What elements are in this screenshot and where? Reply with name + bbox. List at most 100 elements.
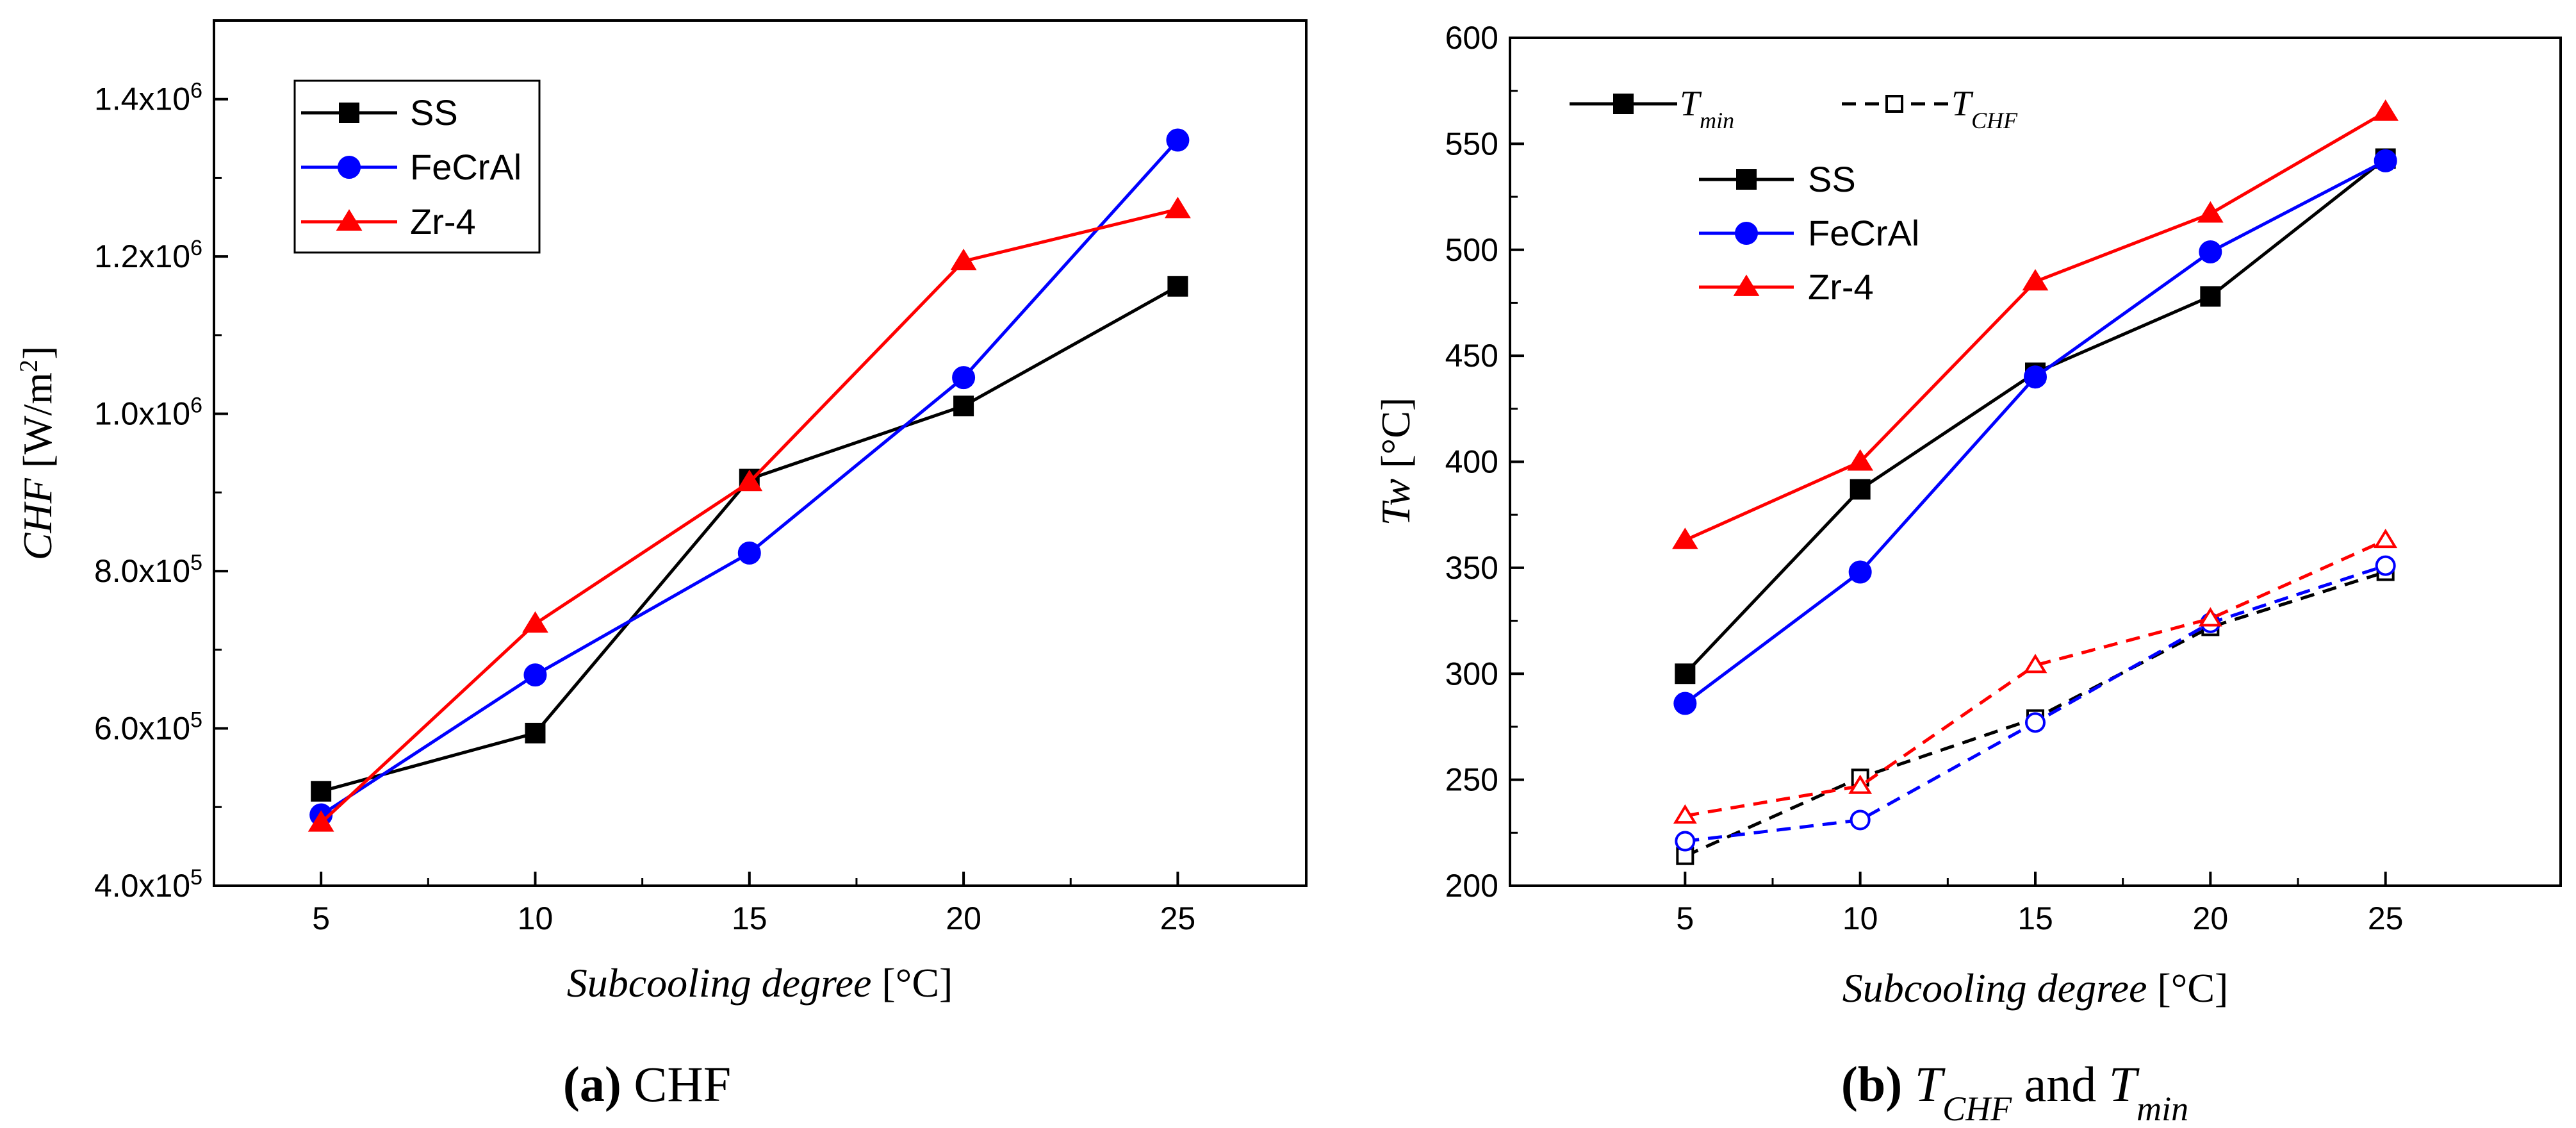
style-legend-tmin: Tmin bbox=[1570, 84, 1734, 133]
chf-legend-marker bbox=[339, 103, 359, 123]
chf-y-axis-label: CHF [W/m2] bbox=[14, 346, 61, 561]
temperature-xlabel-unit: [°C] bbox=[2147, 965, 2228, 1011]
chf-legend-label: FeCrAl bbox=[410, 147, 521, 187]
chf-x-tick-label: 20 bbox=[946, 900, 981, 936]
chf-y-tick-label: 1.0x106 bbox=[94, 394, 202, 432]
temperature-x-axis-label: Subcooling degree [°C] bbox=[1842, 965, 2229, 1011]
temperature-y-tick-label: 450 bbox=[1445, 338, 1498, 374]
tmin-point-fecral bbox=[2374, 149, 2397, 172]
tchf-line-zr-4 bbox=[1684, 538, 2386, 818]
chf-point-zr-4 bbox=[950, 248, 977, 270]
chf-legend-item-fecral: FeCrAl bbox=[301, 147, 521, 187]
tmin-point-fecral bbox=[2199, 240, 2222, 264]
chf-point-fecral bbox=[737, 541, 761, 565]
style-legend-subscript: CHF bbox=[1971, 108, 2018, 133]
tchf-point-zr-4 bbox=[2198, 607, 2222, 627]
style-legend-symbol: T bbox=[1951, 84, 1974, 124]
chf-panel: 4.0x1056.0x1058.0x1051.0x1061.2x1061.4x1… bbox=[14, 19, 1308, 1112]
chf-x-axis-label: Subcooling degree [°C] bbox=[567, 960, 953, 1006]
chf-legend-marker bbox=[336, 209, 363, 231]
tchf-series-fecral bbox=[1675, 555, 2396, 852]
temperature-caption-part bbox=[1902, 1056, 1915, 1112]
chf-series-ss bbox=[311, 276, 1188, 802]
tmin-series-zr-4 bbox=[1671, 99, 2399, 549]
chf-x-tick-label: 25 bbox=[1160, 900, 1196, 936]
chf-point-zr-4 bbox=[736, 469, 763, 492]
chf-ylabel-sup: 2 bbox=[14, 360, 43, 372]
chf-point-fecral bbox=[523, 663, 547, 687]
chf-y-tick-exponent: 5 bbox=[190, 708, 202, 733]
chf-y-tick-mantissa: 1.4x10 bbox=[94, 81, 190, 117]
style-legend-symbol: T bbox=[1680, 84, 1702, 124]
chf-y-tick-exponent: 5 bbox=[190, 551, 202, 575]
temperature-xlabel-text: Subcooling degree bbox=[1842, 965, 2147, 1011]
tchf-point-fecral bbox=[1850, 809, 1871, 831]
chf-point-ss bbox=[525, 722, 546, 743]
tmin-point-fecral bbox=[2024, 365, 2047, 389]
style-legend-tchf-label: TCHF bbox=[1951, 84, 2018, 133]
chf-legend-item-zr-4: Zr-4 bbox=[301, 201, 476, 242]
chf-series-zr-4 bbox=[308, 196, 1191, 832]
chf-x-tick-label: 5 bbox=[312, 900, 330, 936]
chf-legend: SS FeCrAl Zr-4 bbox=[293, 79, 541, 254]
chf-legend-marker bbox=[338, 156, 361, 179]
tchf-point-zr-4 bbox=[2023, 654, 2047, 674]
temperature-x-tick-label: 10 bbox=[1842, 900, 1878, 936]
tchf-point-zr-4 bbox=[1848, 774, 1873, 794]
chf-y-tick-label: 8.0x105 bbox=[94, 551, 202, 589]
tmin-point-fecral bbox=[1848, 560, 1872, 584]
temperature-legend-item-fecral: FeCrAl bbox=[1699, 213, 1919, 253]
temperature-legend-marker bbox=[1733, 274, 1760, 296]
chf-point-fecral bbox=[1166, 128, 1190, 152]
temperature-x-tick-label: 25 bbox=[2368, 900, 2404, 936]
temperature-y-tick-label: 200 bbox=[1445, 868, 1498, 904]
chf-point-ss bbox=[953, 395, 974, 417]
temperature-y-tick-label: 500 bbox=[1445, 232, 1498, 268]
temperature-x-tick-label: 5 bbox=[1676, 900, 1694, 936]
chf-y-tick-mantissa: 4.0x10 bbox=[94, 868, 190, 904]
temperature-x-tick-label: 20 bbox=[2193, 900, 2229, 936]
temperature-x-tick-label: 15 bbox=[2017, 900, 2053, 936]
style-legend-filled-square bbox=[1613, 94, 1634, 114]
tchf-line-fecral bbox=[1685, 564, 2386, 843]
chf-y-tick-label: 1.2x106 bbox=[94, 236, 202, 274]
tmin-line-zr-4 bbox=[1684, 110, 2386, 542]
chf-point-ss bbox=[311, 781, 332, 802]
chf-x-tick-label: 15 bbox=[732, 900, 767, 936]
temperature-ylabel-text: Tw bbox=[1373, 478, 1418, 526]
chf-point-zr-4 bbox=[1165, 196, 1191, 219]
tmin-point-ss bbox=[1850, 479, 1871, 500]
chf-y-tick-label: 1.4x106 bbox=[94, 79, 202, 117]
chf-point-zr-4 bbox=[308, 810, 334, 832]
chf-y-tick-exponent: 5 bbox=[190, 865, 202, 890]
chf-point-fecral bbox=[952, 366, 976, 390]
temperature-caption: (b) TCHF and Tmin bbox=[1841, 1056, 2188, 1128]
chf-legend-label: Zr-4 bbox=[410, 201, 476, 242]
tmin-point-fecral bbox=[1673, 692, 1697, 715]
temperature-y-axis-label: Tw [°C] bbox=[1373, 397, 1418, 526]
chf-y-tick-mantissa: 8.0x10 bbox=[94, 553, 190, 589]
chf-y-tick-label: 4.0x105 bbox=[94, 865, 202, 904]
temperature-caption-part: and bbox=[2012, 1056, 2109, 1112]
temperature-legend-label: FeCrAl bbox=[1808, 213, 1919, 253]
tchf-point-fecral bbox=[1675, 831, 1696, 852]
tmin-point-zr-4 bbox=[1671, 527, 1698, 549]
chf-x-tick-label: 10 bbox=[518, 900, 554, 936]
tmin-line-ss bbox=[1684, 157, 2387, 675]
temperature-legend-label: SS bbox=[1808, 159, 1856, 199]
tmin-point-ss bbox=[2200, 286, 2221, 307]
chf-y-tick-label: 6.0x105 bbox=[94, 708, 202, 747]
temperature-y-tick-label: 550 bbox=[1445, 126, 1498, 162]
chf-legend-item-ss: SS bbox=[301, 92, 458, 133]
chf-point-ss bbox=[1167, 276, 1188, 297]
temperature-plot-frame bbox=[1509, 37, 2562, 887]
temperature-legend-marker bbox=[1736, 169, 1757, 190]
chf-point-zr-4 bbox=[522, 611, 548, 633]
chf-line-ss bbox=[320, 285, 1179, 793]
tchf-point-fecral bbox=[2375, 555, 2396, 576]
temperature-legend-label: Zr-4 bbox=[1808, 267, 1874, 307]
chf-y-tick-exponent: 6 bbox=[190, 236, 202, 260]
temperature-y-tick-label: 350 bbox=[1445, 550, 1498, 586]
chf-caption: (a) CHF bbox=[563, 1056, 731, 1112]
